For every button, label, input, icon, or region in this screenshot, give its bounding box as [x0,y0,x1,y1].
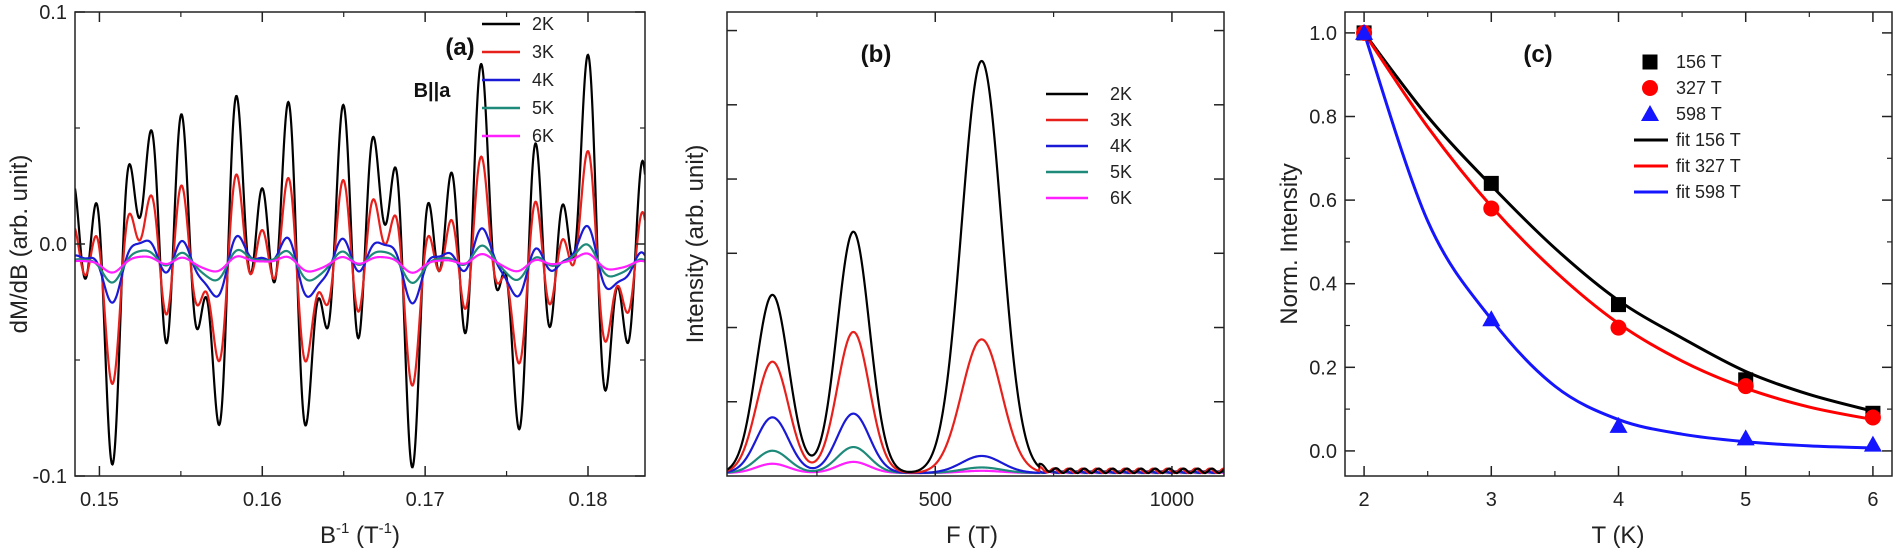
fit-line-fit-327-T [1362,32,1874,422]
legend-label-2K: 2K [532,14,554,34]
y-tick-label: 0.2 [1309,357,1337,379]
panel-c-series [1355,23,1882,452]
legend-label-4K: 4K [532,70,554,90]
x-tick-label: 0.15 [80,489,119,511]
y-tick-label: 0.0 [1309,441,1337,463]
panel-b-ticks: 500 1000 [727,12,1224,511]
panel-b-ylabel: Intensity (arb. unit) [682,145,709,344]
legend-label-5K: 5K [1110,162,1132,182]
series-line-4K [727,412,1224,475]
legend-label-6K: 6K [532,126,554,146]
panel-c-legend: 156 T 327 T 598 T fit 156 T fit 327 T fit 598… [1634,52,1741,202]
panel-a-label: (a) [445,34,474,61]
x-tick-label: 2 [1359,489,1370,511]
legend-marker-156-T [1642,54,1658,70]
y-tick-label: 0.0 [39,234,67,256]
y-tick-label: 0.6 [1309,190,1337,212]
legend-label-fit-598-T: fit 598 T [1676,182,1741,202]
fit-line-fit-156-T [1362,31,1874,413]
legend-label-4K: 4K [1110,136,1132,156]
x-tick-label: 0.16 [243,489,282,511]
legend-label-fit-156-T: fit 156 T [1676,130,1741,150]
x-tick-label: 500 [919,489,952,511]
legend-label-3K: 3K [1110,110,1132,130]
point-598-T [1482,310,1501,327]
point-327-T [1737,378,1754,395]
point-598-T [1863,435,1882,452]
x-tick-label: 0.18 [569,489,608,511]
point-327-T [1610,319,1627,336]
legend-label-fit-327-T: fit 327 T [1676,156,1741,176]
y-tick-label: 0.4 [1309,274,1337,296]
panel-c-ylabel: Norm. Intensity [1276,163,1303,324]
panel-b-xlabel: F (T) [946,522,998,549]
y-tick-label: 1.0 [1309,23,1337,45]
panel-a-ylabel: dM/dB (arb. unit) [6,155,33,334]
y-tick-label: 0.1 [39,2,67,24]
series-line-2K [727,59,1224,475]
panel-a-annotation: B||a [414,80,452,102]
y-tick-label: -0.1 [33,466,67,488]
point-327-T [1483,200,1500,217]
legend-label-5K: 5K [532,98,554,118]
point-156-T [1611,297,1626,313]
panel-a: 0.15 0.16 0.17 0.18 -0.1 0.0 0.1 (a) B||a 2K 3K… [6,2,646,549]
legend-label-2K: 2K [1110,84,1132,104]
panel-a-ticks: 0.15 0.16 0.17 0.18 -0.1 0.0 0.1 [33,2,645,511]
y-tick-label: 0.8 [1309,107,1337,129]
panel-b-frame [726,11,1225,477]
series-line-4K [75,224,645,305]
panel-c-xlabel: T (K) [1592,522,1645,549]
series-line-6K [75,252,645,274]
legend-label-3K: 3K [532,42,554,62]
panel-c-label: (c) [1523,41,1552,68]
series-line-3K [727,330,1224,475]
x-tick-label: 4 [1613,489,1624,511]
x-tick-label: 5 [1740,489,1751,511]
point-156-T [1483,175,1499,191]
point-598-T [1355,23,1374,40]
point-327-T [1864,409,1881,426]
panel-b-series [727,59,1224,475]
panel-b: 500 1000 (b) 2K 3K 4K 5K 6K F (T) Intensity (… [682,11,1225,549]
legend-marker-598-T [1641,105,1659,121]
legend-label-6K: 6K [1110,188,1132,208]
panel-a-legend: 2K 3K 4K 5K 6K [482,14,554,146]
legend-marker-327-T [1642,80,1658,96]
panel-c: 2 3 4 5 6 0.0 0.2 0.4 0.6 0.8 1.0 (c) 156 T 327 T 59… [1276,11,1893,549]
x-tick-label: 6 [1867,489,1878,511]
legend-label-156-T: 156 T [1676,52,1722,72]
series-line-2K [75,53,645,469]
series-line-3K [75,149,645,387]
point-598-T [1736,429,1755,446]
legend-label-598-T: 598 T [1676,104,1722,124]
x-tick-label: 1000 [1150,489,1195,511]
x-tick-label: 0.17 [406,489,445,511]
point-598-T [1609,416,1628,433]
panel-b-label: (b) [861,41,892,68]
x-tick-label: 3 [1486,489,1497,511]
panel-a-series [75,53,645,469]
panel-c-ticks: 2 3 4 5 6 0.0 0.2 0.4 0.6 0.8 1.0 [1309,12,1892,511]
legend-label-327-T: 327 T [1676,78,1722,98]
fit-line-fit-598-T [1362,32,1873,450]
panel-a-xlabel: B-1 (T-1) [320,520,400,549]
panel-b-legend: 2K 3K 4K 5K 6K [1046,84,1132,208]
